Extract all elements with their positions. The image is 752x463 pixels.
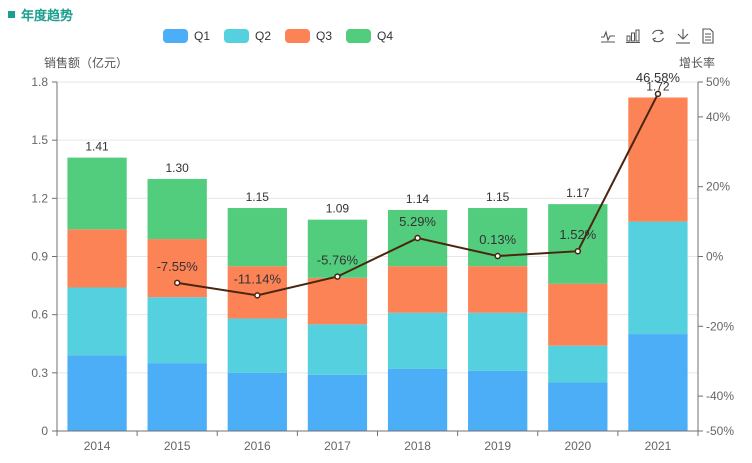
growth-point <box>254 292 261 299</box>
growth-label: -11.14% <box>234 271 282 286</box>
legend-label-q1: Q1 <box>194 29 211 43</box>
bar-q4-2020 <box>548 204 608 284</box>
legend-swatch-q2 <box>224 29 250 43</box>
legend-item-q3[interactable]: Q3 <box>285 29 332 43</box>
bar-q1-2016 <box>227 372 287 431</box>
bar-q1-2020 <box>548 382 608 431</box>
bar-q3-2015 <box>147 239 207 298</box>
legend-item-q4[interactable]: Q4 <box>346 29 393 43</box>
y-tick-label: 1.8 <box>31 75 48 89</box>
x-tick-label: 2014 <box>84 439 111 453</box>
legend-label-q3: Q3 <box>316 29 333 43</box>
growth-label: -7.55% <box>157 259 199 274</box>
y-tick-label: 0.6 <box>31 308 48 322</box>
growth-label: -5.76% <box>317 253 359 268</box>
y2-tick-label: 0% <box>706 250 724 264</box>
title-marker <box>8 11 15 18</box>
chart-title-text: 年度趋势 <box>21 8 74 23</box>
legend-label-q4: Q4 <box>377 29 394 43</box>
y-tick-label: 0 <box>41 424 48 438</box>
line-chart-icon[interactable] <box>600 28 616 44</box>
bar-q4-2015 <box>147 178 207 240</box>
bar-q4-2017 <box>307 219 368 278</box>
growth-label: 1.52% <box>559 227 596 242</box>
legend-item-q1[interactable]: Q1 <box>163 29 210 43</box>
toolbox <box>600 28 725 44</box>
bar-q2-2017 <box>307 324 368 375</box>
y-axis-name: 销售额（亿元） <box>44 56 129 70</box>
legend-swatch-q1 <box>163 29 188 43</box>
y2-tick-label: 20% <box>706 180 730 194</box>
legend: Q1 Q2 Q3 Q4 <box>163 29 407 43</box>
bar-total-label: 1.09 <box>326 202 350 216</box>
bar-q2-2014 <box>67 287 127 356</box>
legend-swatch-q4 <box>346 29 372 43</box>
y2-tick-label: -20% <box>706 319 734 333</box>
bar-q1-2019 <box>468 370 528 431</box>
y-tick-label: 1.2 <box>31 191 48 205</box>
bar-total-label: 1.14 <box>406 192 430 206</box>
growth-point <box>334 273 341 280</box>
download-icon[interactable] <box>675 28 691 44</box>
chart-title: 年度趋势 <box>8 5 73 24</box>
refresh-icon[interactable] <box>650 28 666 44</box>
y-tick-label: 1.5 <box>31 133 48 147</box>
growth-point <box>414 234 421 242</box>
bar-q1-2018 <box>387 368 448 431</box>
bar-q4-2016 <box>227 208 287 267</box>
y2-tick-label: 50% <box>706 75 730 89</box>
growth-label: 0.13% <box>479 232 516 247</box>
y2-tick-label: -40% <box>706 389 734 403</box>
growth-point <box>574 247 582 255</box>
legend-swatch-q3 <box>285 29 311 43</box>
legend-item-q2[interactable]: Q2 <box>224 29 271 43</box>
bar-q3-2021 <box>628 97 688 222</box>
x-tick-label: 2015 <box>164 439 191 453</box>
x-tick-label: 2019 <box>484 439 511 453</box>
bar-total-label: 1.41 <box>85 140 109 154</box>
x-tick-label: 2021 <box>645 439 672 453</box>
bar-total-label: 1.15 <box>246 190 270 204</box>
bar-total-label: 1.17 <box>566 186 590 200</box>
bar-q2-2021 <box>628 221 688 335</box>
bar-q2-2015 <box>147 297 207 364</box>
bar-q2-2020 <box>548 345 608 383</box>
bar-q3-2014 <box>67 229 127 288</box>
growth-label: 5.29% <box>399 214 436 229</box>
y-tick-label: 0.3 <box>31 366 48 380</box>
x-tick-label: 2016 <box>244 439 271 453</box>
bar-q2-2016 <box>227 318 287 373</box>
growth-point <box>654 90 662 98</box>
bar-total-label: 1.72 <box>646 80 670 94</box>
data-view-icon[interactable] <box>700 28 716 44</box>
bar-q1-2015 <box>147 363 207 431</box>
x-tick-label: 2018 <box>404 439 431 453</box>
bar-q1-2021 <box>628 334 688 431</box>
bar-q3-2019 <box>468 266 528 313</box>
bar-q3-2020 <box>548 283 608 346</box>
legend-label-q2: Q2 <box>255 29 272 43</box>
bar-chart-icon[interactable] <box>625 28 641 44</box>
y-tick-label: 0.9 <box>31 250 48 264</box>
bar-total-label: 1.30 <box>166 161 190 175</box>
bar-q2-2019 <box>468 312 528 371</box>
bar-q3-2017 <box>307 277 368 325</box>
x-tick-label: 2020 <box>564 439 591 453</box>
growth-label: 46.58% <box>636 70 681 85</box>
y2-tick-label: 40% <box>706 110 730 124</box>
bar-q1-2014 <box>67 355 127 431</box>
x-tick-label: 2017 <box>324 439 351 453</box>
y2-axis-name: 增长率 <box>679 56 716 70</box>
bar-q4-2014 <box>67 157 127 230</box>
y2-tick-label: -50% <box>706 424 734 438</box>
bar-q1-2017 <box>307 374 368 431</box>
bar-total-label: 1.15 <box>486 190 510 204</box>
bar-q2-2018 <box>387 312 448 369</box>
growth-point <box>494 252 501 260</box>
bar-q3-2018 <box>387 266 448 313</box>
growth-point <box>173 279 181 287</box>
